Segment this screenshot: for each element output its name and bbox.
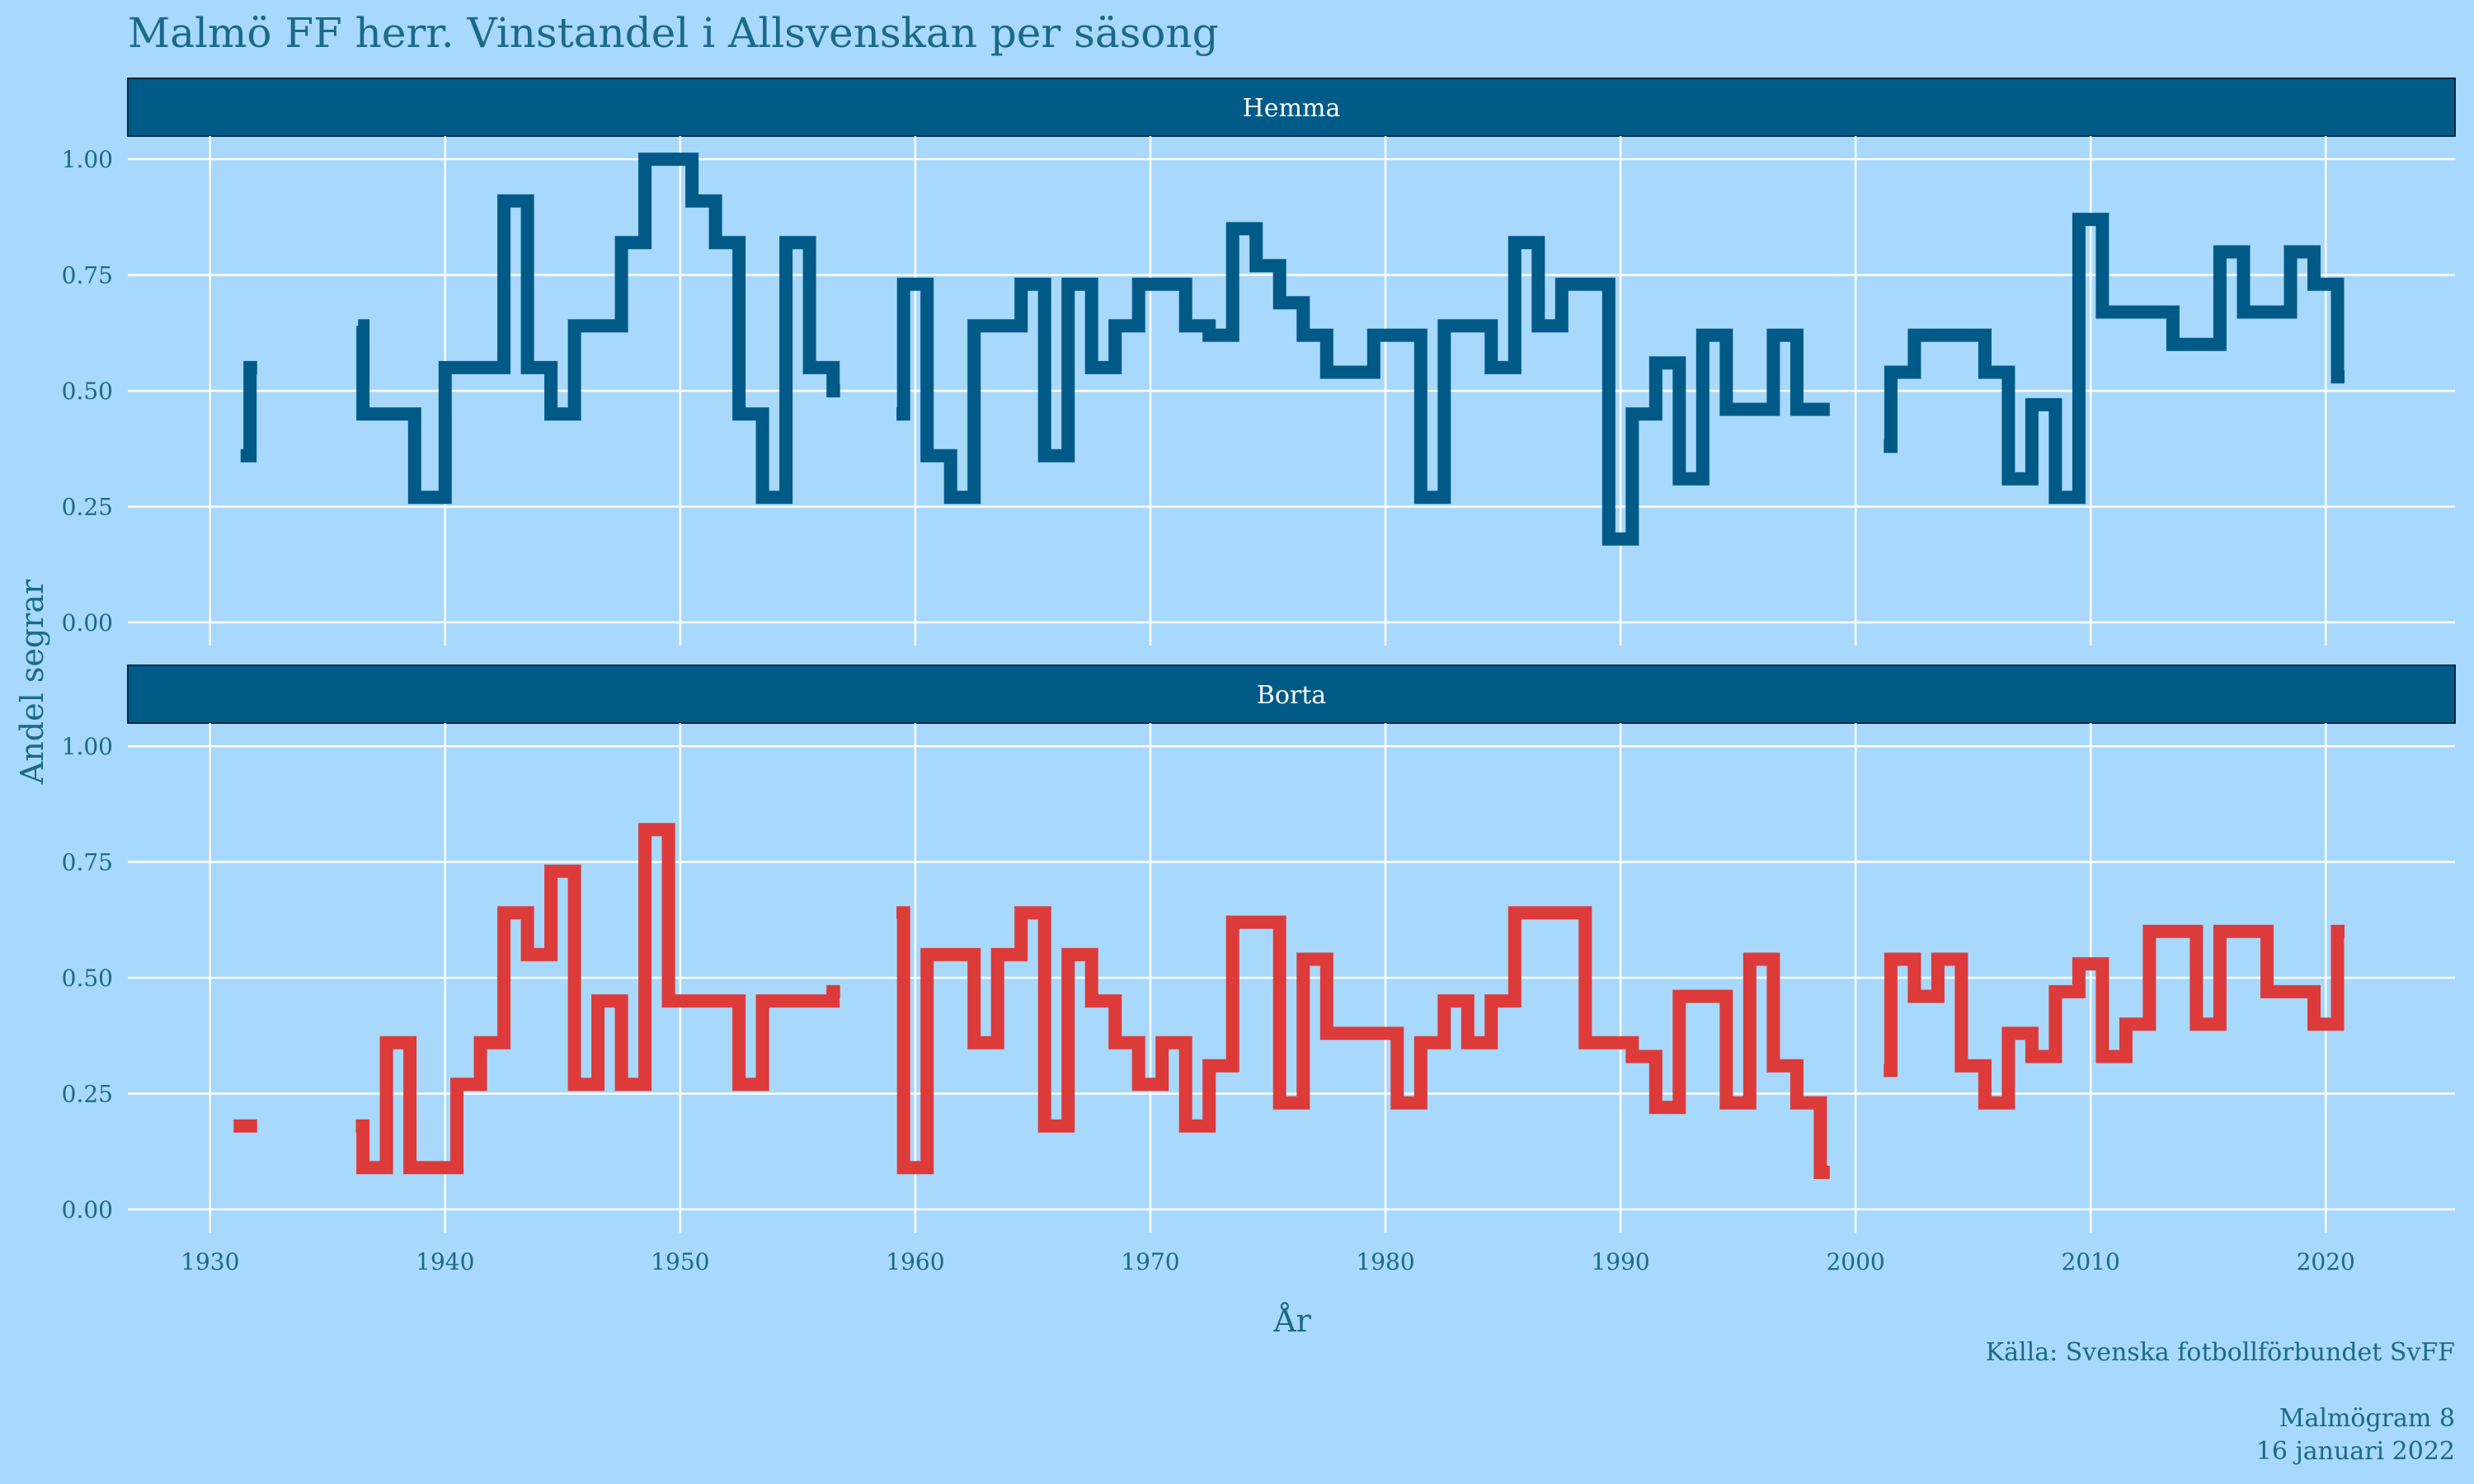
series-line-hemma <box>240 360 257 463</box>
y-tick-label: 1.00 <box>62 146 113 173</box>
series-line-borta <box>355 823 840 1175</box>
facet-panel-hemma: Hemma 0.00 0.25 0.50 0.75 1.00 <box>62 77 2456 646</box>
y-tick-label: 0.50 <box>62 965 113 992</box>
x-tick-label: 2000 <box>1826 1248 1884 1275</box>
facet-strip-label: Borta <box>1257 681 1327 710</box>
series-line-borta <box>896 906 1830 1179</box>
y-tick-label: 0.25 <box>62 493 113 520</box>
x-tick-label: 2010 <box>2062 1248 2120 1275</box>
facet-strip-label: Hemma <box>1243 94 1341 123</box>
y-tick-label: 0.25 <box>62 1080 113 1107</box>
x-tick-label: 1940 <box>416 1248 474 1275</box>
x-tick-label: 2020 <box>2297 1248 2355 1275</box>
caption-date: 16 januari 2022 <box>2256 1437 2455 1466</box>
facet-panels: Hemma 0.00 0.25 0.50 0.75 1.00 Borta 0.00 0.25 0.… <box>62 77 2456 1233</box>
y-tick-label: 0.50 <box>62 378 113 405</box>
x-tick-label: 1950 <box>651 1248 709 1275</box>
facet-strip <box>127 665 2456 724</box>
x-axis-label: År <box>1272 1303 1311 1339</box>
x-tick-label: 1960 <box>886 1248 944 1275</box>
x-tick-label: 1930 <box>181 1248 239 1275</box>
y-axis-label: Andel segrar <box>14 579 50 785</box>
y-tick-label: 0.00 <box>62 609 113 636</box>
series-line-borta <box>1884 924 2345 1110</box>
y-tick-label: 1.00 <box>62 733 113 760</box>
x-axis: 1930 1940 1950 1960 1970 1980 1990 2000 2010 2020 <box>181 1248 2355 1275</box>
series-line-hemma <box>1884 213 2345 505</box>
x-tick-label: 1980 <box>1356 1248 1414 1275</box>
caption-source: Källa: Svenska fotbollförbundet SvFF <box>1986 1338 2455 1367</box>
y-tick-label: 0.75 <box>62 849 113 876</box>
x-tick-label: 1970 <box>1121 1248 1179 1275</box>
series-line-hemma <box>896 222 1830 546</box>
caption-publisher: Malmögram 8 <box>2279 1404 2455 1433</box>
chart-title: Malmö FF herr. Vinstandel i Allsvenskan … <box>128 9 1219 57</box>
facet-panel-borta: Borta 0.00 0.25 0.50 0.75 1.00 <box>62 665 2456 1233</box>
y-tick-label: 0.75 <box>62 262 113 289</box>
y-tick-label: 0.00 <box>62 1196 113 1223</box>
facet-strip <box>127 77 2456 137</box>
x-tick-label: 1990 <box>1591 1248 1649 1275</box>
series-line-hemma <box>356 153 840 505</box>
